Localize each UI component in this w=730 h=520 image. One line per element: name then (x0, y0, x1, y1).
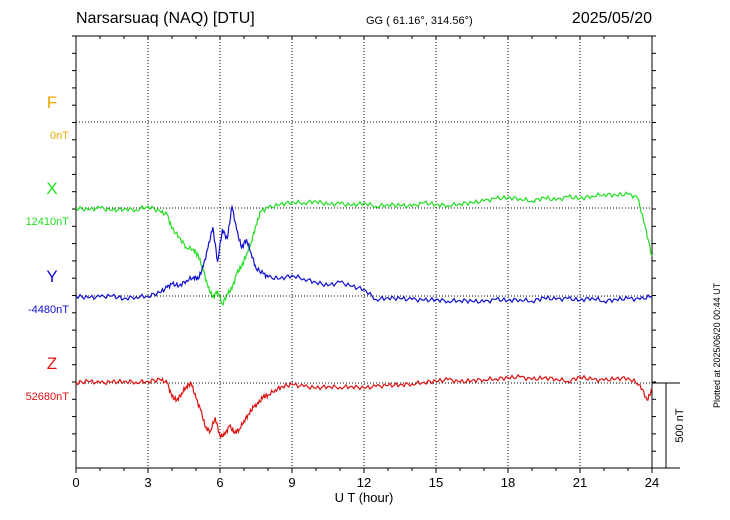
series-baseline-z: 52680nT (26, 391, 70, 403)
series-line-x (75, 191, 653, 306)
x-tick-label: 0 (72, 475, 79, 490)
plot-date: 2025/05/20 (571, 10, 652, 27)
x-tick-label: 9 (288, 475, 295, 490)
series-name-y: Y (46, 267, 57, 286)
x-tick-label: 21 (573, 475, 587, 490)
x-tick-label: 12 (357, 475, 371, 490)
series-baseline-y: -4480nT (28, 304, 69, 316)
x-tick-label: 24 (645, 475, 659, 490)
x-tick-label: 15 (429, 475, 443, 490)
series-name-x: X (46, 179, 57, 198)
series-name-z: Z (47, 354, 57, 373)
series-baseline-f: 0nT (50, 130, 69, 142)
series-line-y (75, 204, 653, 305)
x-tick-label: 3 (144, 475, 151, 490)
plotted-timestamp: Plotted at 2025/06/20 00:44 UT (712, 282, 722, 408)
station-title: Narsarsuaq (NAQ) [DTU] (76, 10, 255, 27)
x-tick-label: 18 (501, 475, 515, 490)
series-baseline-x: 12410nT (26, 216, 70, 228)
geographic-coordinates: GG ( 61.16°, 314.56°) (366, 15, 473, 27)
scale-bar-label: 500 nT (674, 408, 686, 443)
series-name-f: F (47, 93, 57, 112)
x-tick-label: 6 (216, 475, 223, 490)
x-axis-label: U T (hour) (335, 490, 394, 505)
series-line-z (75, 373, 653, 439)
